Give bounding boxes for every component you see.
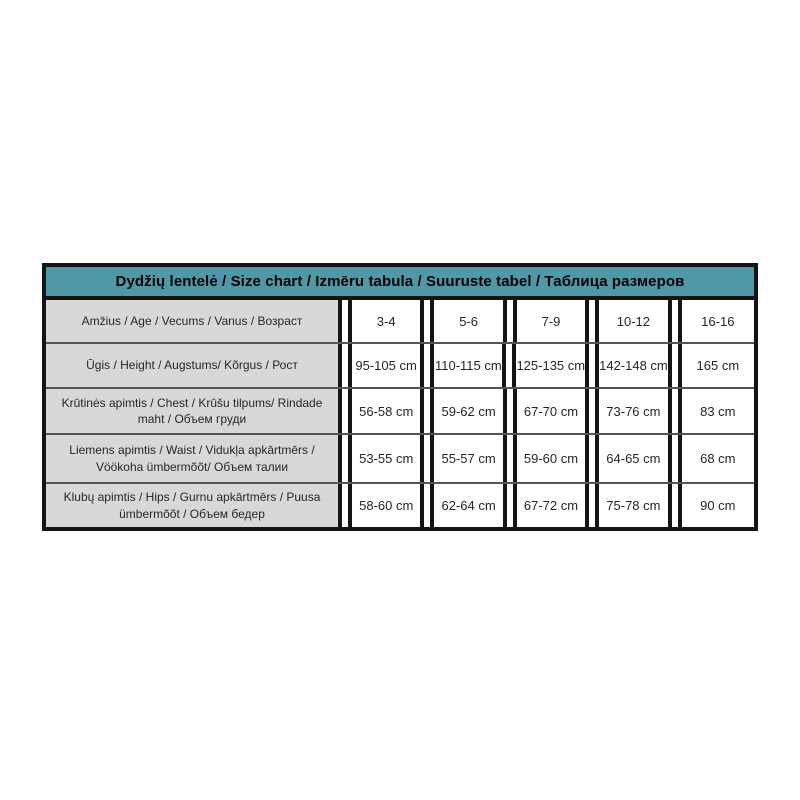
row-label-waist: Liemens apimtis / Waist / Vidukļa apkārt… [46,435,342,482]
size-chart-title: Dydžių lentelė / Size chart / Izmēru tab… [42,263,758,300]
value-cell: 16-16 [677,300,754,342]
row-label-hips: Klubų apimtis / Hips / Gurnu apkārtmērs … [46,484,342,527]
value-cell: 7-9 [512,300,590,342]
value-cell: 64-65 cm [595,435,672,482]
value-cell: 59-60 cm [512,435,590,482]
value-cell: 59-62 cm [430,389,507,433]
value-cell: 53-55 cm [348,435,425,482]
value-cell: 165 cm [677,344,754,387]
value-cell: 56-58 cm [348,389,425,433]
value-cell: 95-105 cm [348,344,425,387]
table-row-hips: Klubų apimtis / Hips / Gurnu apkārtmērs … [46,482,754,527]
table-row-age: Amžius / Age / Vecums / Vanus / Возраст … [46,300,754,342]
size-chart-body: Amžius / Age / Vecums / Vanus / Возраст … [42,300,758,531]
value-cell: 3-4 [348,300,425,342]
value-cell: 110-115 cm [430,344,507,387]
value-cell: 62-64 cm [430,484,507,527]
value-cell: 67-72 cm [512,484,590,527]
size-chart-table: Dydžių lentelė / Size chart / Izmēru tab… [42,263,758,531]
row-label-chest: Krūtinės apimtis / Chest / Krūšu tilpums… [46,389,342,433]
value-cell: 90 cm [677,484,754,527]
table-row-height: Ūgis / Height / Augstums/ Kõrgus / Рост … [46,342,754,387]
value-cell: 10-12 [595,300,672,342]
value-cell: 73-76 cm [595,389,672,433]
value-cell: 75-78 cm [595,484,672,527]
row-label-age: Amžius / Age / Vecums / Vanus / Возраст [46,300,342,342]
table-row-waist: Liemens apimtis / Waist / Vidukļa apkārt… [46,433,754,482]
value-cell: 5-6 [430,300,507,342]
value-cell: 142-148 cm [595,344,672,387]
value-cell: 83 cm [677,389,754,433]
value-cell: 67-70 cm [512,389,590,433]
value-cell: 68 cm [677,435,754,482]
value-cell: 125-135 cm [512,344,590,387]
value-cell: 55-57 cm [430,435,507,482]
value-cell: 58-60 cm [348,484,425,527]
table-row-chest: Krūtinės apimtis / Chest / Krūšu tilpums… [46,387,754,433]
row-label-height: Ūgis / Height / Augstums/ Kõrgus / Рост [46,344,342,387]
